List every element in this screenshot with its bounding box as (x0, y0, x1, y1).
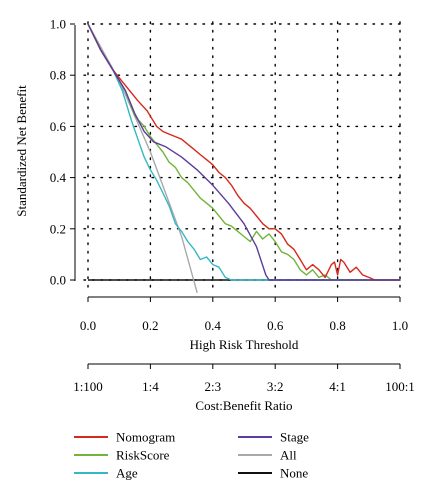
y-tick-label: 0.4 (50, 170, 67, 185)
secondary-axis-label: Cost:Benefit Ratio (195, 398, 292, 413)
x-tick-label: 1.0 (392, 318, 408, 333)
legend-label-age: Age (116, 466, 138, 481)
series-line-riskscore (87, 23, 400, 281)
secondary-tick-label: 2:3 (204, 379, 221, 394)
x-tick-label: 0.6 (267, 318, 284, 333)
y-tick-label: 0.2 (50, 221, 66, 236)
secondary-tick-label: 100:1 (385, 379, 415, 394)
y-tick-label: 1.0 (50, 17, 66, 32)
x-tick-label: 0.2 (142, 318, 158, 333)
grid-lines (83, 21, 405, 291)
secondary-tick-label: 3:2 (267, 379, 284, 394)
series-line-stage (87, 23, 400, 281)
x-tick-label: 0.4 (205, 318, 222, 333)
series-line-nomogram (87, 23, 400, 281)
y-axis-label: Standardized Net Benefit (14, 85, 29, 217)
y-tick-label: 0.8 (50, 68, 66, 83)
series-line-age (87, 23, 400, 281)
legend-label-nomogram: Nomogram (116, 430, 175, 445)
y-tick-label: 0.6 (50, 119, 67, 134)
x-tick-label: 0.0 (80, 318, 96, 333)
tick-marks: 0.0 0.2 0.4 0.6 0.8 1.0 0.0 0.2 0.4 0.6 0.8 1.0 1:10… (50, 17, 415, 395)
y-tick-label: 0.0 (50, 273, 66, 288)
legend-label-none: None (280, 466, 308, 481)
x-axis-label: High Risk Threshold (190, 337, 299, 352)
x-tick-label: 0.8 (329, 318, 345, 333)
legend-label-riskscore: RiskScore (116, 448, 170, 463)
series-lines (87, 23, 400, 293)
legend-label-stage: Stage (280, 430, 309, 445)
legend: Nomogram RiskScore Age Stage All None (74, 430, 309, 481)
secondary-tick-label: 1:100 (73, 379, 103, 394)
legend-label-all: All (280, 448, 297, 463)
secondary-tick-label: 4:1 (329, 379, 346, 394)
secondary-tick-label: 1:4 (142, 379, 159, 394)
series-line-all (87, 23, 198, 293)
axes (74, 25, 400, 365)
